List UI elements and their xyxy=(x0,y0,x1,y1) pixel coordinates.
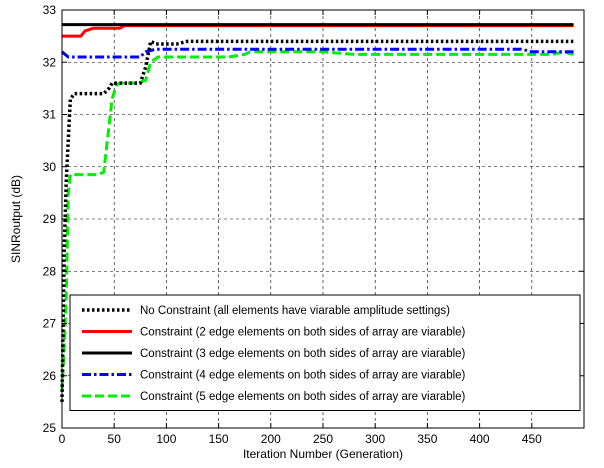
series-line-5 xyxy=(60,50,574,392)
legend-box xyxy=(69,294,581,411)
x-tick-label: 200 xyxy=(261,432,281,446)
x-tick-label: 250 xyxy=(313,432,333,446)
x-tick-label: 0 xyxy=(59,432,66,446)
y-tick-label: 25 xyxy=(43,421,57,435)
legend-label-3: Constraint (3 edge elements on both side… xyxy=(140,348,466,360)
axes: 0 50 100 150 200 250 300 350 400 450 25 26 27 28 29 30 3… xyxy=(43,3,585,446)
legend: No Constraint (all elements have viarabl… xyxy=(69,294,581,411)
legend-label-4: Constraint (4 edge elements on both side… xyxy=(140,370,466,382)
x-tick-label: 150 xyxy=(209,432,229,446)
y-tick-label: 26 xyxy=(43,369,57,383)
x-tick-label: 450 xyxy=(522,432,542,446)
y-tick-label: 29 xyxy=(43,212,57,226)
legend-label-1: No Constraint (all elements have viarabl… xyxy=(140,305,450,317)
x-tick-label: 350 xyxy=(417,432,437,446)
y-tick-label: 30 xyxy=(43,160,57,174)
series-line-4 xyxy=(61,47,574,59)
x-tick-label: 100 xyxy=(156,432,176,446)
legend-label-2: Constraint (2 edge elements on both side… xyxy=(140,327,466,339)
y-tick-label: 28 xyxy=(43,264,57,278)
series-lines xyxy=(60,23,574,402)
x-axis-label: Iteration Number (Generation) xyxy=(243,447,403,461)
x-tick-label: 50 xyxy=(108,432,122,446)
y-tick-label: 31 xyxy=(43,108,57,122)
series-line-1 xyxy=(60,39,574,402)
x-tick-label: 400 xyxy=(470,432,490,446)
y-tick-label: 33 xyxy=(43,3,57,17)
x-tick-label: 300 xyxy=(365,432,385,446)
y-axis-label: SINRoutput (dB) xyxy=(9,175,23,263)
y-tick-label: 32 xyxy=(43,55,57,69)
y-tick-label: 27 xyxy=(43,317,57,331)
legend-label-5: Constraint (5 edge elements on both side… xyxy=(140,391,466,403)
